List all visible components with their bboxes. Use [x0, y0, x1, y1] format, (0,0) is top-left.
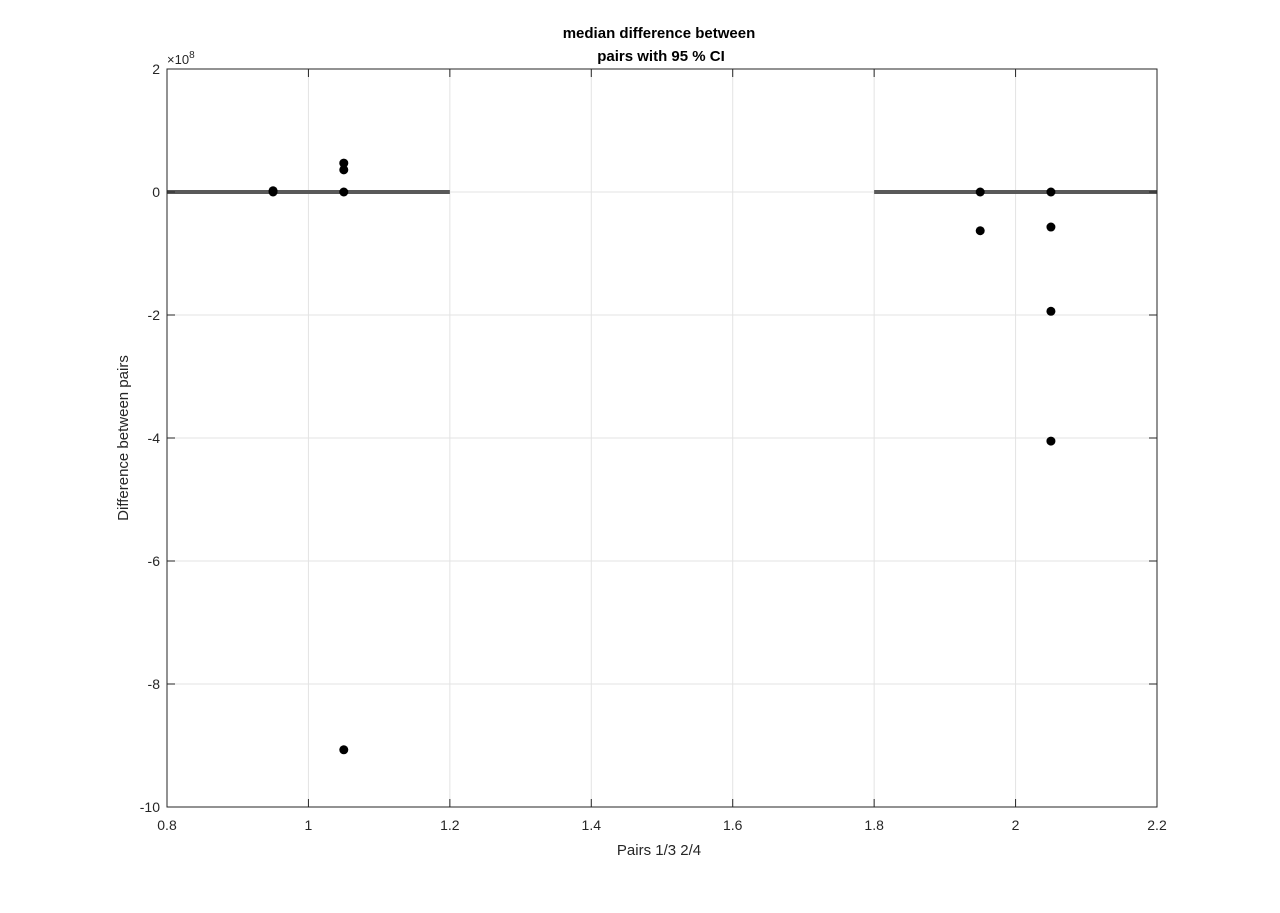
y-axis-exponent-base: ×10	[167, 52, 189, 67]
data-point	[339, 158, 349, 168]
data-points	[268, 158, 1056, 755]
data-point	[339, 745, 349, 755]
data-point	[1046, 187, 1056, 197]
x-tick-label: 1.4	[582, 817, 602, 833]
y-tick-label: -10	[140, 799, 160, 815]
x-tick-label: 1.8	[864, 817, 884, 833]
chart-title-line-1: median difference between	[563, 25, 756, 42]
x-tick-label: 2	[1012, 817, 1020, 833]
y-tick-label: -2	[148, 307, 161, 323]
x-axis-label: Pairs 1/3 2/4	[617, 842, 701, 859]
x-tick-label: 1.2	[440, 817, 460, 833]
x-tick-label: 0.8	[157, 817, 177, 833]
x-tick-label: 1	[305, 817, 313, 833]
data-point	[268, 187, 278, 197]
x-tick-label: 2.2	[1147, 817, 1167, 833]
data-point	[975, 226, 985, 236]
x-tick-label: 1.6	[723, 817, 743, 833]
y-tick-label: 2	[152, 61, 160, 77]
y-axis-label: Difference between pairs	[115, 355, 132, 521]
y-tick-label: 0	[152, 184, 160, 200]
data-point	[1046, 222, 1056, 232]
axis-ticks: 0.8 1 1.2 1.4 1.6 1.8 2 2.2 -10 -8 -6 -4 -2 0 2	[140, 61, 1167, 833]
y-axis-exponent: ×108	[167, 50, 195, 67]
y-tick-label: -6	[148, 553, 161, 569]
data-point	[339, 165, 349, 175]
data-point	[339, 187, 349, 197]
data-point	[1046, 306, 1056, 316]
y-tick-label: -4	[148, 430, 161, 446]
y-axis-exponent-power: 8	[189, 50, 195, 61]
data-point	[975, 187, 985, 197]
data-point	[1046, 436, 1056, 446]
y-tick-label: -8	[148, 676, 161, 692]
chart-title-line-2: pairs with 95 % CI	[597, 48, 725, 65]
